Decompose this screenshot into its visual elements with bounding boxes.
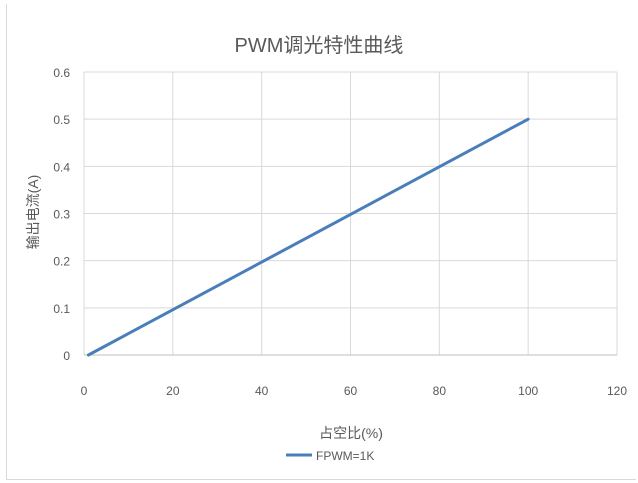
y-tick-label: 0.2 [53,255,70,269]
series-group [86,117,530,357]
x-tick-label: 80 [433,384,447,398]
chart-frame [6,4,636,480]
y-tick-label: 0.3 [53,208,70,222]
series-line [86,117,530,357]
x-tick-label: 120 [607,384,627,398]
x-tick-label: 40 [255,384,269,398]
y-tick-label: 0.6 [53,66,70,80]
chart-title: PWM调光特性曲线 [235,34,404,57]
x-tick-label: 0 [81,384,88,398]
x-axis-ticks: 0 20 40 60 80 100 120 [81,384,628,398]
x-tick-label: 100 [518,384,538,398]
y-tick-label: 0.5 [53,113,70,127]
y-tick-label: 0 [63,349,70,363]
x-tick-label: 20 [166,384,180,398]
y-axis-label: 输出电流(A) [25,175,41,250]
legend-label: FPWM=1K [316,449,374,463]
y-axis-ticks: 0 0.1 0.2 0.3 0.4 0.5 0.6 [53,66,70,363]
x-tick-label: 60 [344,384,358,398]
x-axis-label: 占空比(%) [319,425,383,441]
y-tick-label: 0.1 [53,302,70,316]
y-tick-label: 0.4 [53,160,70,174]
legend: FPWM=1K [286,449,374,463]
